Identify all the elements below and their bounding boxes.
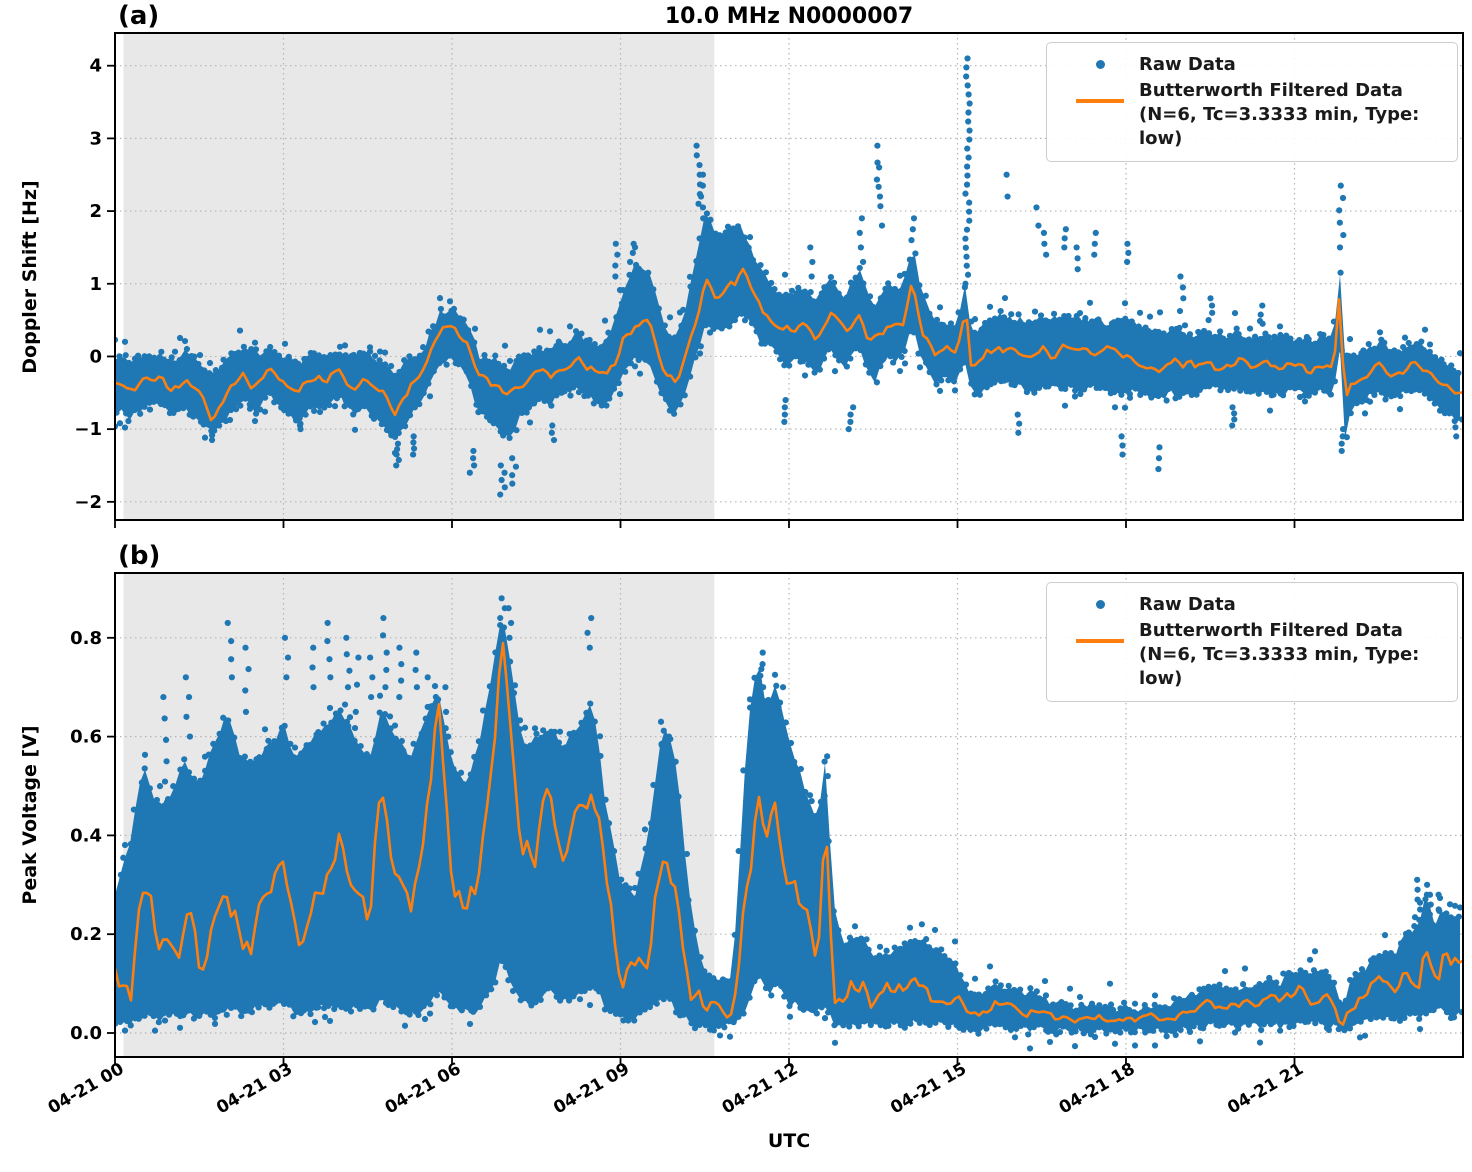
y-tick-label: 0.2 bbox=[70, 924, 102, 945]
raw-data-points bbox=[115, 595, 1463, 1052]
y-axis-label-a: Doppler Shift [Hz] bbox=[19, 180, 41, 374]
x-tick-label: 04-21 06 bbox=[382, 1059, 465, 1118]
legend-item-raw: Raw Data bbox=[1061, 593, 1445, 617]
legend-item-filtered: Butterworth Filtered Data (N=6, Tc=3.333… bbox=[1061, 79, 1445, 151]
panel-b bbox=[115, 573, 1463, 1057]
panel-a bbox=[115, 33, 1463, 520]
y-tick-label: 0.6 bbox=[70, 727, 102, 748]
filtered-line-marker-icon bbox=[1076, 99, 1124, 103]
legend-raw-label: Raw Data bbox=[1139, 594, 1236, 615]
filtered-line-marker-icon bbox=[1076, 639, 1124, 643]
raw-data-marker-icon bbox=[1095, 600, 1105, 609]
y-tick-label: 0.0 bbox=[70, 1023, 102, 1044]
x-tick-label: 04-21 15 bbox=[887, 1059, 970, 1118]
x-axis-label: UTC bbox=[767, 1130, 811, 1152]
legend-filtered-params: (N=6, Tc=3.3333 min, Type: low) bbox=[1139, 104, 1420, 149]
y-tick-label: 0.8 bbox=[70, 628, 102, 649]
y-tick-label: −2 bbox=[74, 492, 102, 513]
legend-panel-b: Raw Data Butterworth Filtered Data (N=6,… bbox=[1046, 582, 1458, 702]
x-tick-label: 04-21 12 bbox=[719, 1059, 802, 1118]
y-tick-label: −1 bbox=[74, 419, 102, 440]
y-tick-label: 2 bbox=[89, 201, 102, 222]
x-tick-label: 04-21 09 bbox=[550, 1059, 633, 1118]
figure-title: 10.0 MHz N0000007 bbox=[664, 4, 914, 29]
y-tick-label: 4 bbox=[89, 56, 102, 77]
legend-item-filtered: Butterworth Filtered Data (N=6, Tc=3.333… bbox=[1061, 619, 1445, 691]
legend-panel-a: Raw Data Butterworth Filtered Data (N=6,… bbox=[1046, 42, 1458, 162]
x-tick-label: 04-21 03 bbox=[213, 1059, 296, 1118]
legend-filtered-params: (N=6, Tc=3.3333 min, Type: low) bbox=[1139, 644, 1420, 689]
legend-item-raw: Raw Data bbox=[1061, 53, 1445, 77]
panel-a-label: (a) bbox=[118, 1, 160, 31]
y-tick-label: 3 bbox=[89, 128, 102, 149]
y-axis-label-b: Peak Voltage [V] bbox=[19, 725, 41, 905]
y-tick-label: 0.4 bbox=[70, 825, 102, 846]
x-tick-label: 04-21 21 bbox=[1224, 1059, 1307, 1118]
filtered-line bbox=[115, 641, 1463, 1026]
tick-marks bbox=[107, 636, 1296, 1065]
shaded-region bbox=[123, 33, 715, 520]
legend-filtered-label: Butterworth Filtered Data bbox=[1139, 620, 1403, 641]
x-tick-label: 04-21 00 bbox=[45, 1059, 128, 1118]
legend-filtered-label: Butterworth Filtered Data bbox=[1139, 80, 1403, 101]
raw-data-points bbox=[115, 55, 1463, 498]
filtered-line bbox=[115, 267, 1463, 422]
y-tick-label: 1 bbox=[89, 274, 102, 295]
raw-data-marker-icon bbox=[1095, 60, 1105, 69]
tick-marks bbox=[107, 64, 1296, 528]
x-tick-label: 04-21 18 bbox=[1056, 1059, 1139, 1118]
y-tick-label: 0 bbox=[89, 346, 102, 367]
raw-data-band bbox=[115, 624, 1460, 1035]
legend-raw-label: Raw Data bbox=[1139, 54, 1236, 75]
panel-b-label: (b) bbox=[118, 541, 161, 571]
